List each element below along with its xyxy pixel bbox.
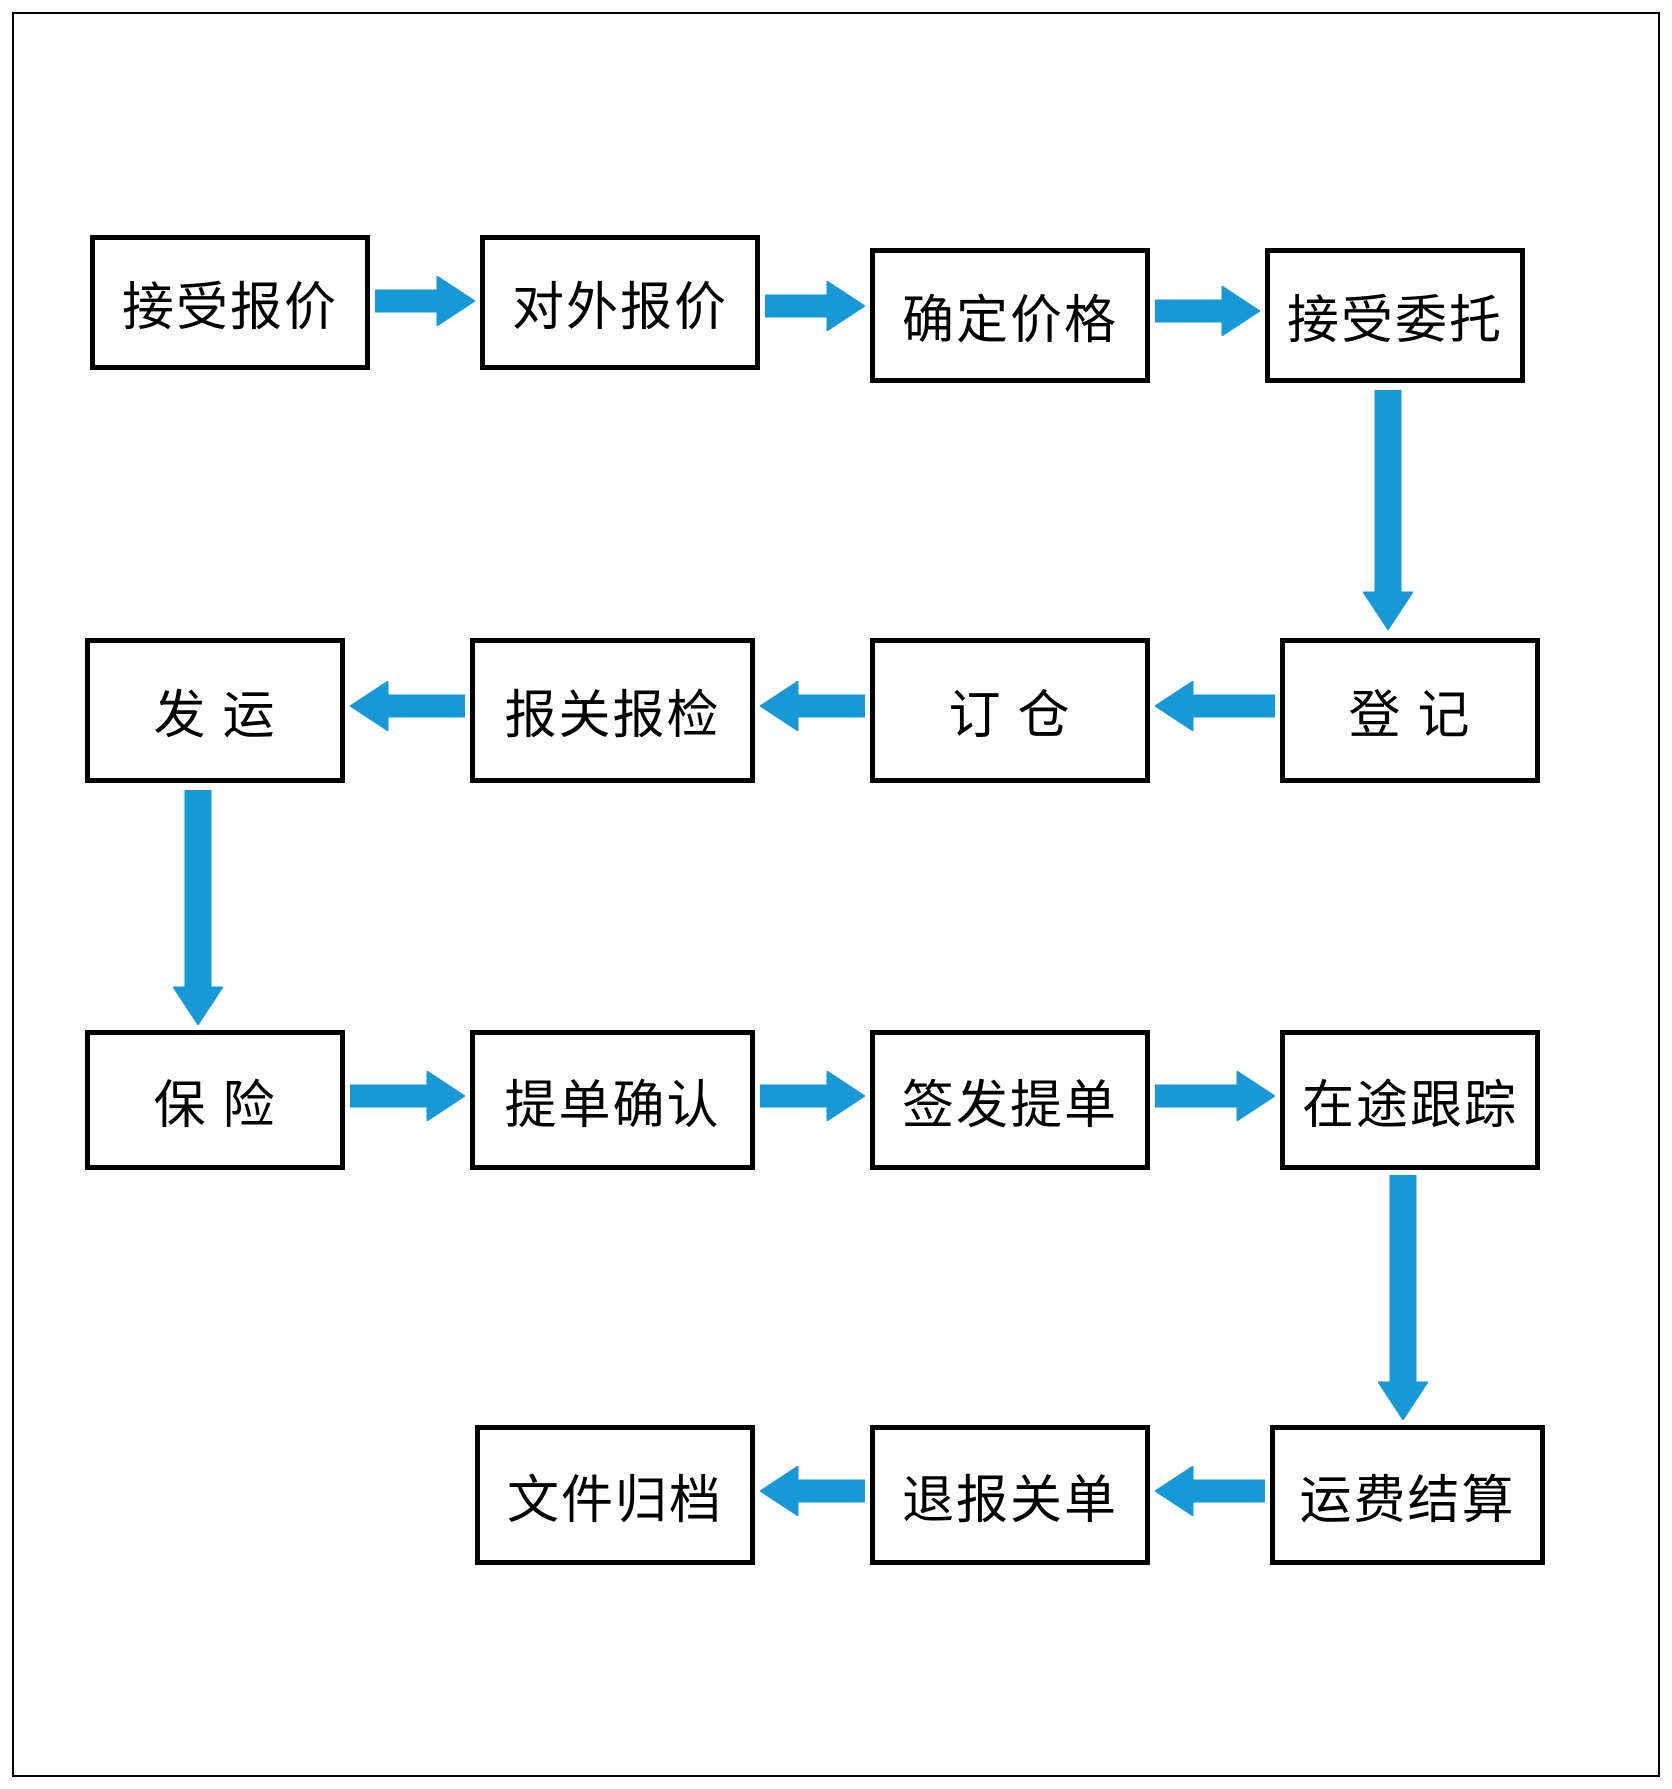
flow-node-label: 签发提单 <box>902 1063 1118 1138</box>
flow-node-label: 订 仓 <box>948 673 1071 748</box>
flow-node-n8: 发 运 <box>85 638 345 783</box>
flow-node-label: 登 记 <box>1348 673 1471 748</box>
flow-arrow-n4-n5 <box>1363 390 1413 630</box>
flow-node-label: 发 运 <box>153 673 276 748</box>
flow-node-n15: 文件归档 <box>475 1425 755 1565</box>
flow-node-n3: 确定价格 <box>870 248 1150 383</box>
flow-node-n12: 在途跟踪 <box>1280 1030 1540 1170</box>
flow-node-label: 接受委托 <box>1287 278 1503 353</box>
flow-arrow-n7-n8 <box>350 681 465 731</box>
flow-node-n6: 订 仓 <box>870 638 1150 783</box>
flow-node-label: 退报关单 <box>902 1458 1118 1533</box>
flow-node-n2: 对外报价 <box>480 235 760 370</box>
flow-arrow-n8-n9 <box>173 790 223 1025</box>
flow-arrow-n2-n3 <box>765 281 865 331</box>
flow-node-n13: 运费结算 <box>1270 1425 1545 1565</box>
flow-node-label: 保 险 <box>153 1063 276 1138</box>
flow-node-label: 报关报检 <box>504 673 720 748</box>
flow-node-label: 接受报价 <box>122 265 338 340</box>
flow-node-n1: 接受报价 <box>90 235 370 370</box>
flow-node-label: 运费结算 <box>1299 1458 1515 1533</box>
flow-node-label: 提单确认 <box>504 1063 720 1138</box>
flow-arrow-n3-n4 <box>1155 286 1260 336</box>
flow-node-n11: 签发提单 <box>870 1030 1150 1170</box>
flow-node-n4: 接受委托 <box>1265 248 1525 383</box>
flow-arrow-n10-n11 <box>760 1071 865 1121</box>
flow-node-n7: 报关报检 <box>470 638 755 783</box>
flow-arrow-n6-n7 <box>760 681 865 731</box>
flow-arrow-n1-n2 <box>375 276 475 326</box>
flow-node-label: 确定价格 <box>902 278 1118 353</box>
flow-node-n9: 保 险 <box>85 1030 345 1170</box>
flow-node-label: 文件归档 <box>507 1458 723 1533</box>
flow-node-label: 对外报价 <box>512 265 728 340</box>
flow-node-n5: 登 记 <box>1280 638 1540 783</box>
flow-arrow-n13-n14 <box>1155 1466 1265 1516</box>
flow-arrow-n11-n12 <box>1155 1071 1275 1121</box>
flow-arrow-n9-n10 <box>350 1071 465 1121</box>
flow-node-n14: 退报关单 <box>870 1425 1150 1565</box>
flow-arrow-n5-n6 <box>1155 681 1275 731</box>
flow-arrow-n12-n13 <box>1378 1175 1428 1420</box>
flow-arrow-n14-n15 <box>760 1466 865 1516</box>
flow-node-n10: 提单确认 <box>470 1030 755 1170</box>
flow-node-label: 在途跟踪 <box>1302 1063 1518 1138</box>
